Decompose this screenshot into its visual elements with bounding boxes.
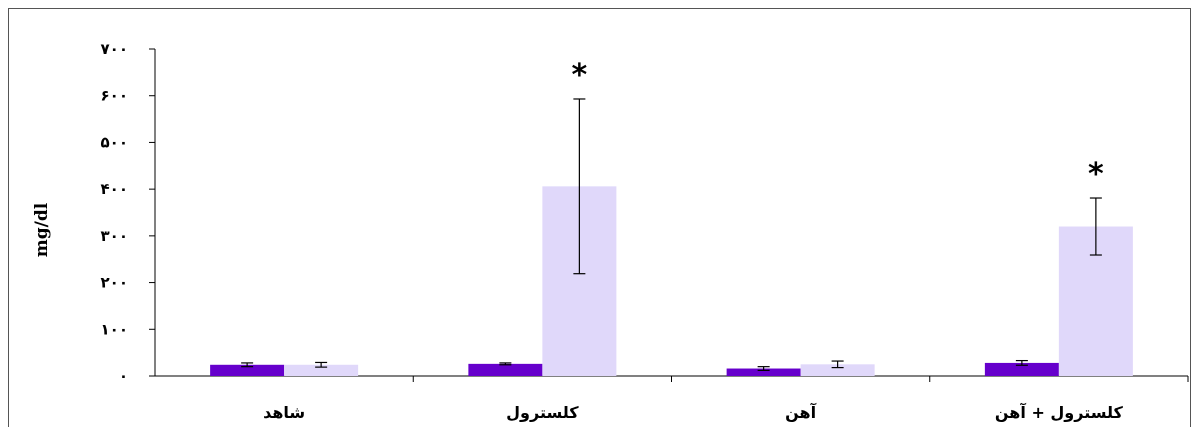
x-category-label: کلسترول + آهن	[995, 402, 1124, 422]
significance-asterisk: *	[1088, 157, 1104, 192]
x-category-label: آهن	[785, 402, 816, 422]
y-tick-label: ۴٠٠	[101, 180, 128, 198]
y-axis-label: mg/dl	[32, 202, 52, 257]
y-tick-label: ٣٠٠	[101, 227, 128, 245]
x-category-label: شاهد	[263, 403, 305, 422]
y-tick-label: ١٠٠	[101, 320, 128, 338]
category-labels: شاهد کلسترول آهن کلسترول + آهن	[263, 402, 1123, 422]
y-tick-label: ۶٠٠	[101, 87, 128, 105]
significance-asterisk: *	[572, 58, 588, 93]
error-bars	[241, 99, 1102, 370]
axes	[155, 49, 1188, 382]
y-ticks: ٠ ١٠٠ ٢٠٠ ٣٠٠ ۴٠٠ ۵٠٠ ۶٠٠ ٧٠٠	[101, 40, 155, 385]
y-tick-label: ٧٠٠	[101, 40, 128, 58]
bar	[468, 364, 542, 376]
bars	[210, 186, 1133, 376]
significance-marks: **	[572, 58, 1105, 192]
y-tick-label: ٢٠٠	[101, 274, 128, 292]
y-tick-label: ۵٠٠	[101, 133, 128, 151]
x-category-label: کلسترول	[506, 403, 579, 422]
y-tick-label: ٠	[119, 367, 128, 385]
